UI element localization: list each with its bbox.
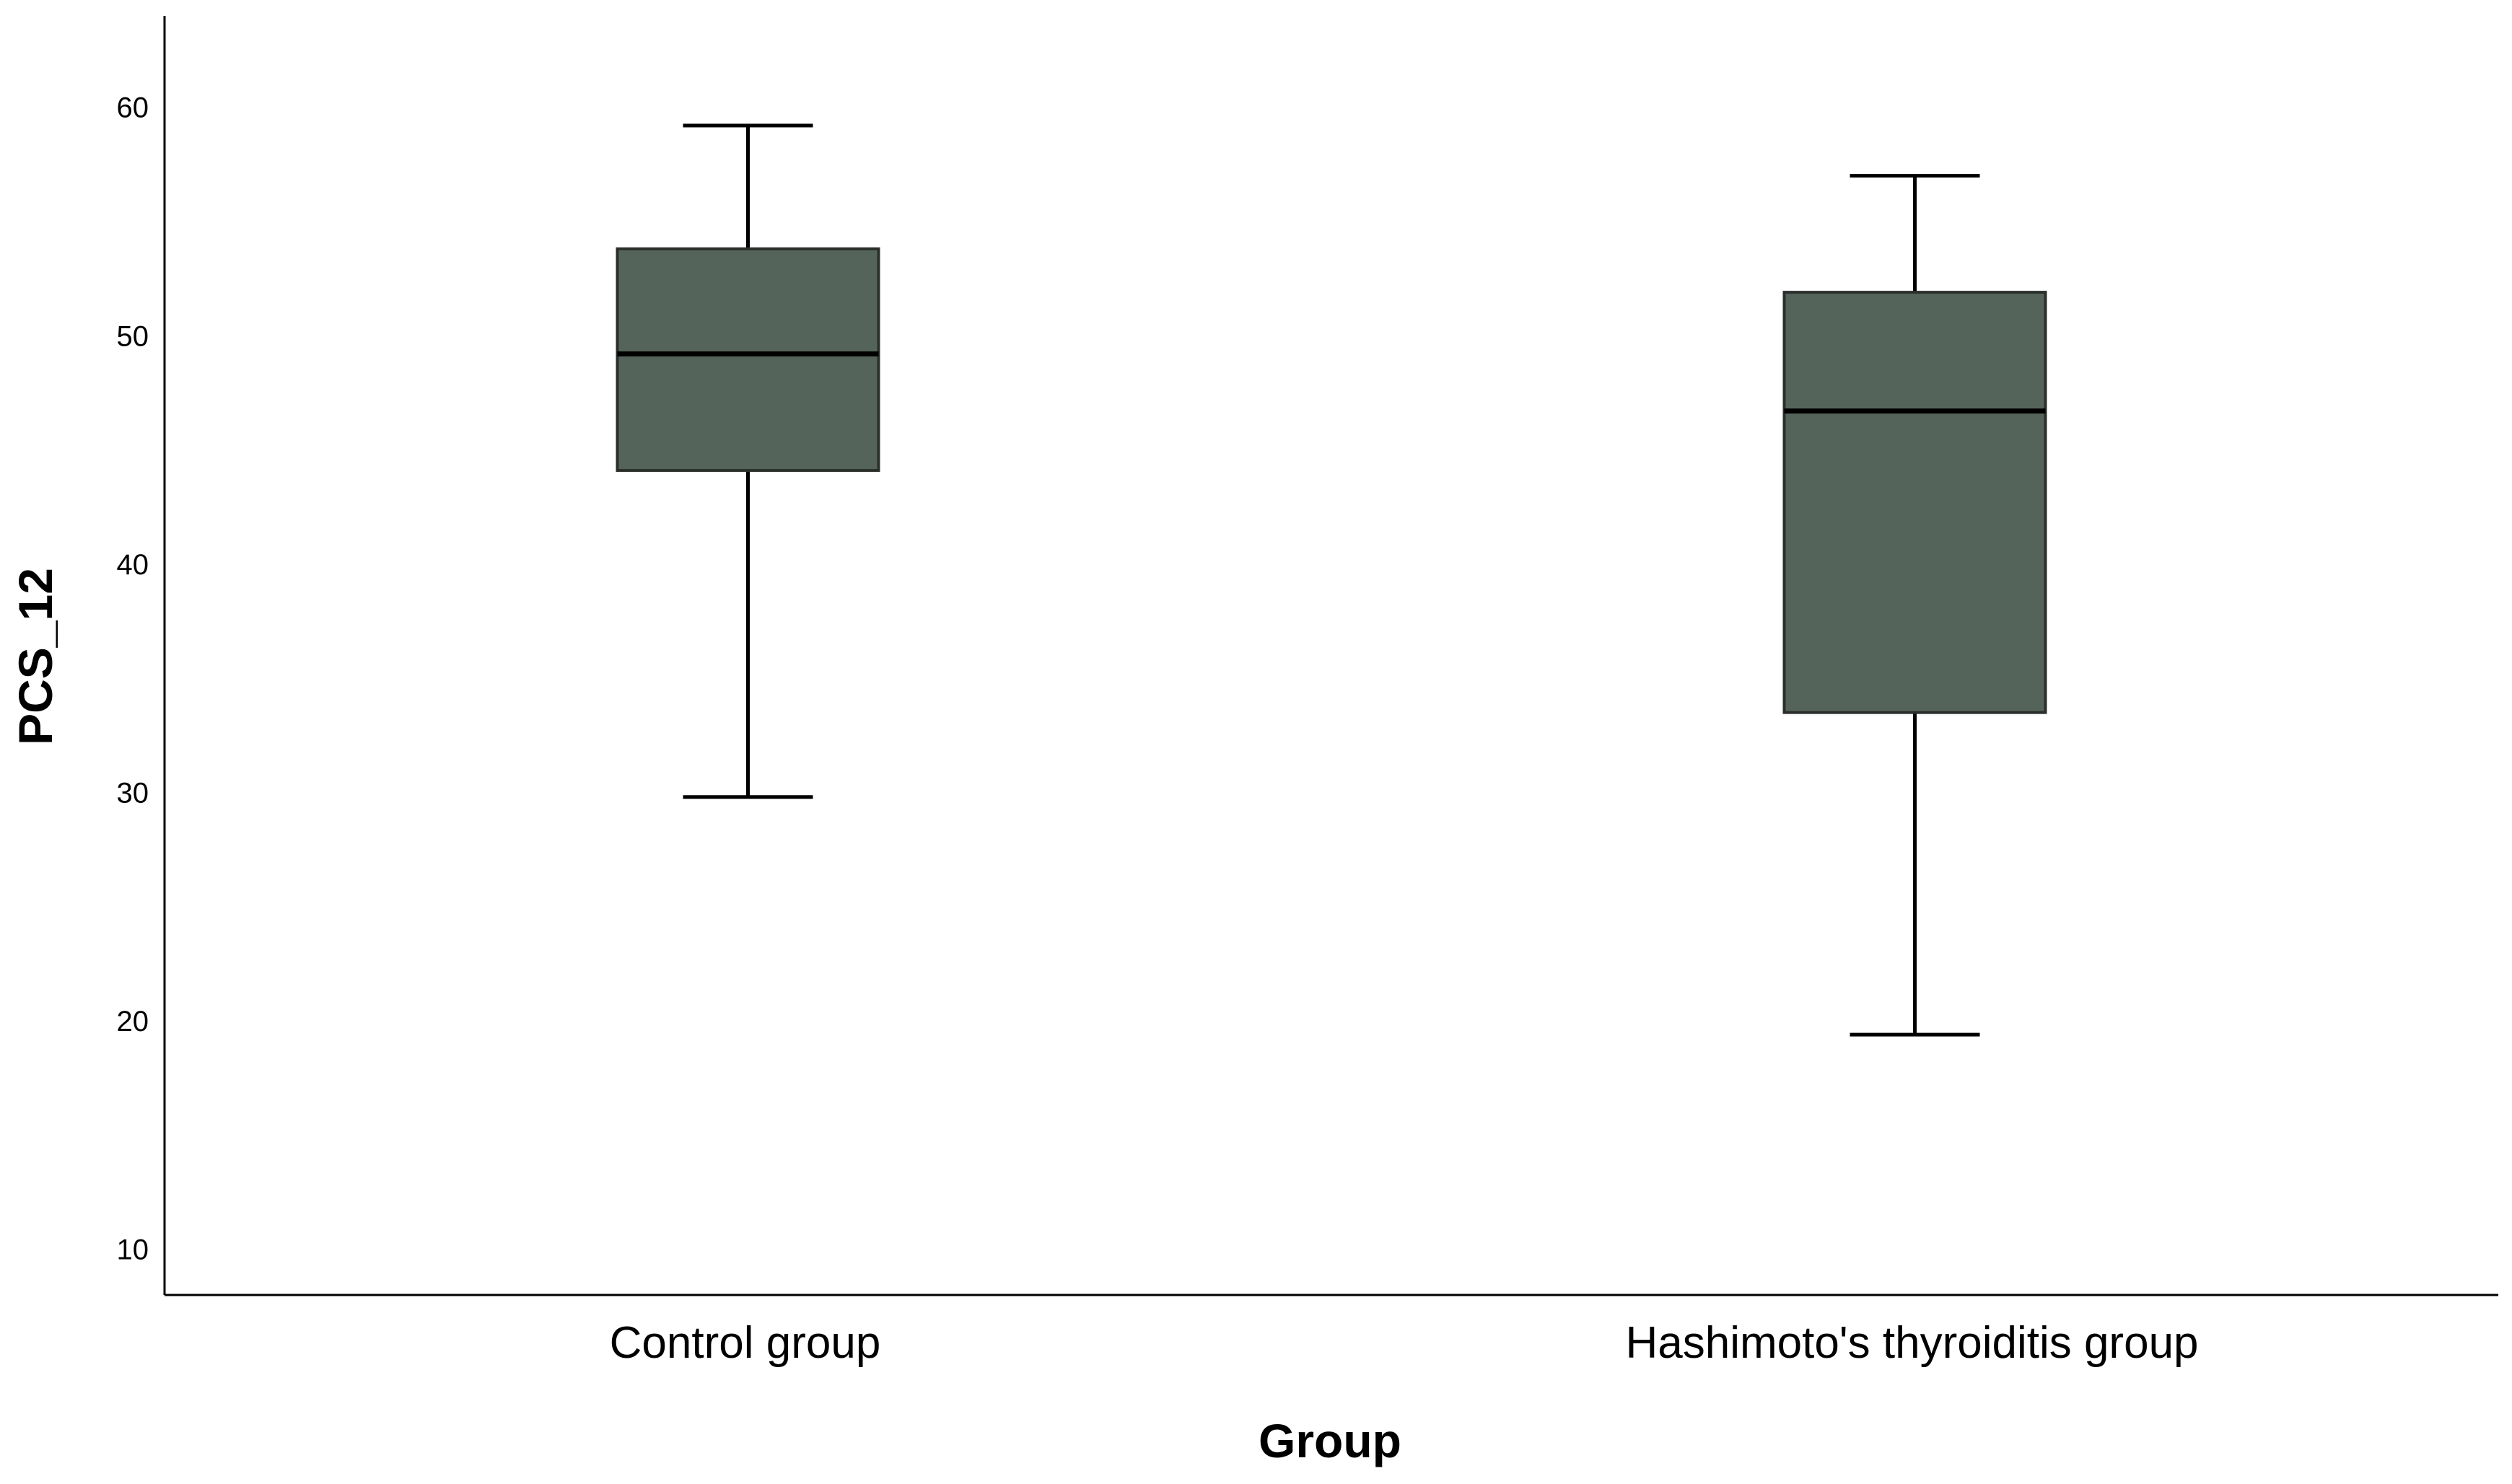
box-iqr-2	[1782, 291, 2047, 714]
box-iqr-1	[616, 247, 880, 473]
y-tick-label-60: 60	[117, 92, 149, 124]
y-tick-label-10: 10	[117, 1234, 149, 1266]
x-category-label-1: Control group	[610, 1318, 881, 1368]
y-axis-ticks: 10 20 30 40 50 60	[117, 92, 149, 1266]
y-tick-label-30: 30	[117, 777, 149, 809]
y-tick-label-20: 20	[117, 1006, 149, 1037]
y-tick-label-40: 40	[117, 549, 149, 581]
y-axis-title: PCS_12	[9, 568, 62, 745]
x-axis-title: Group	[1259, 1414, 1401, 1467]
x-axis-categories: Control group Hashimoto's thyroiditis gro…	[610, 1318, 2199, 1368]
plot-area	[616, 123, 2047, 1037]
x-category-label-2: Hashimoto's thyroiditis group	[1625, 1318, 2198, 1368]
y-tick-label-50: 50	[117, 320, 149, 352]
